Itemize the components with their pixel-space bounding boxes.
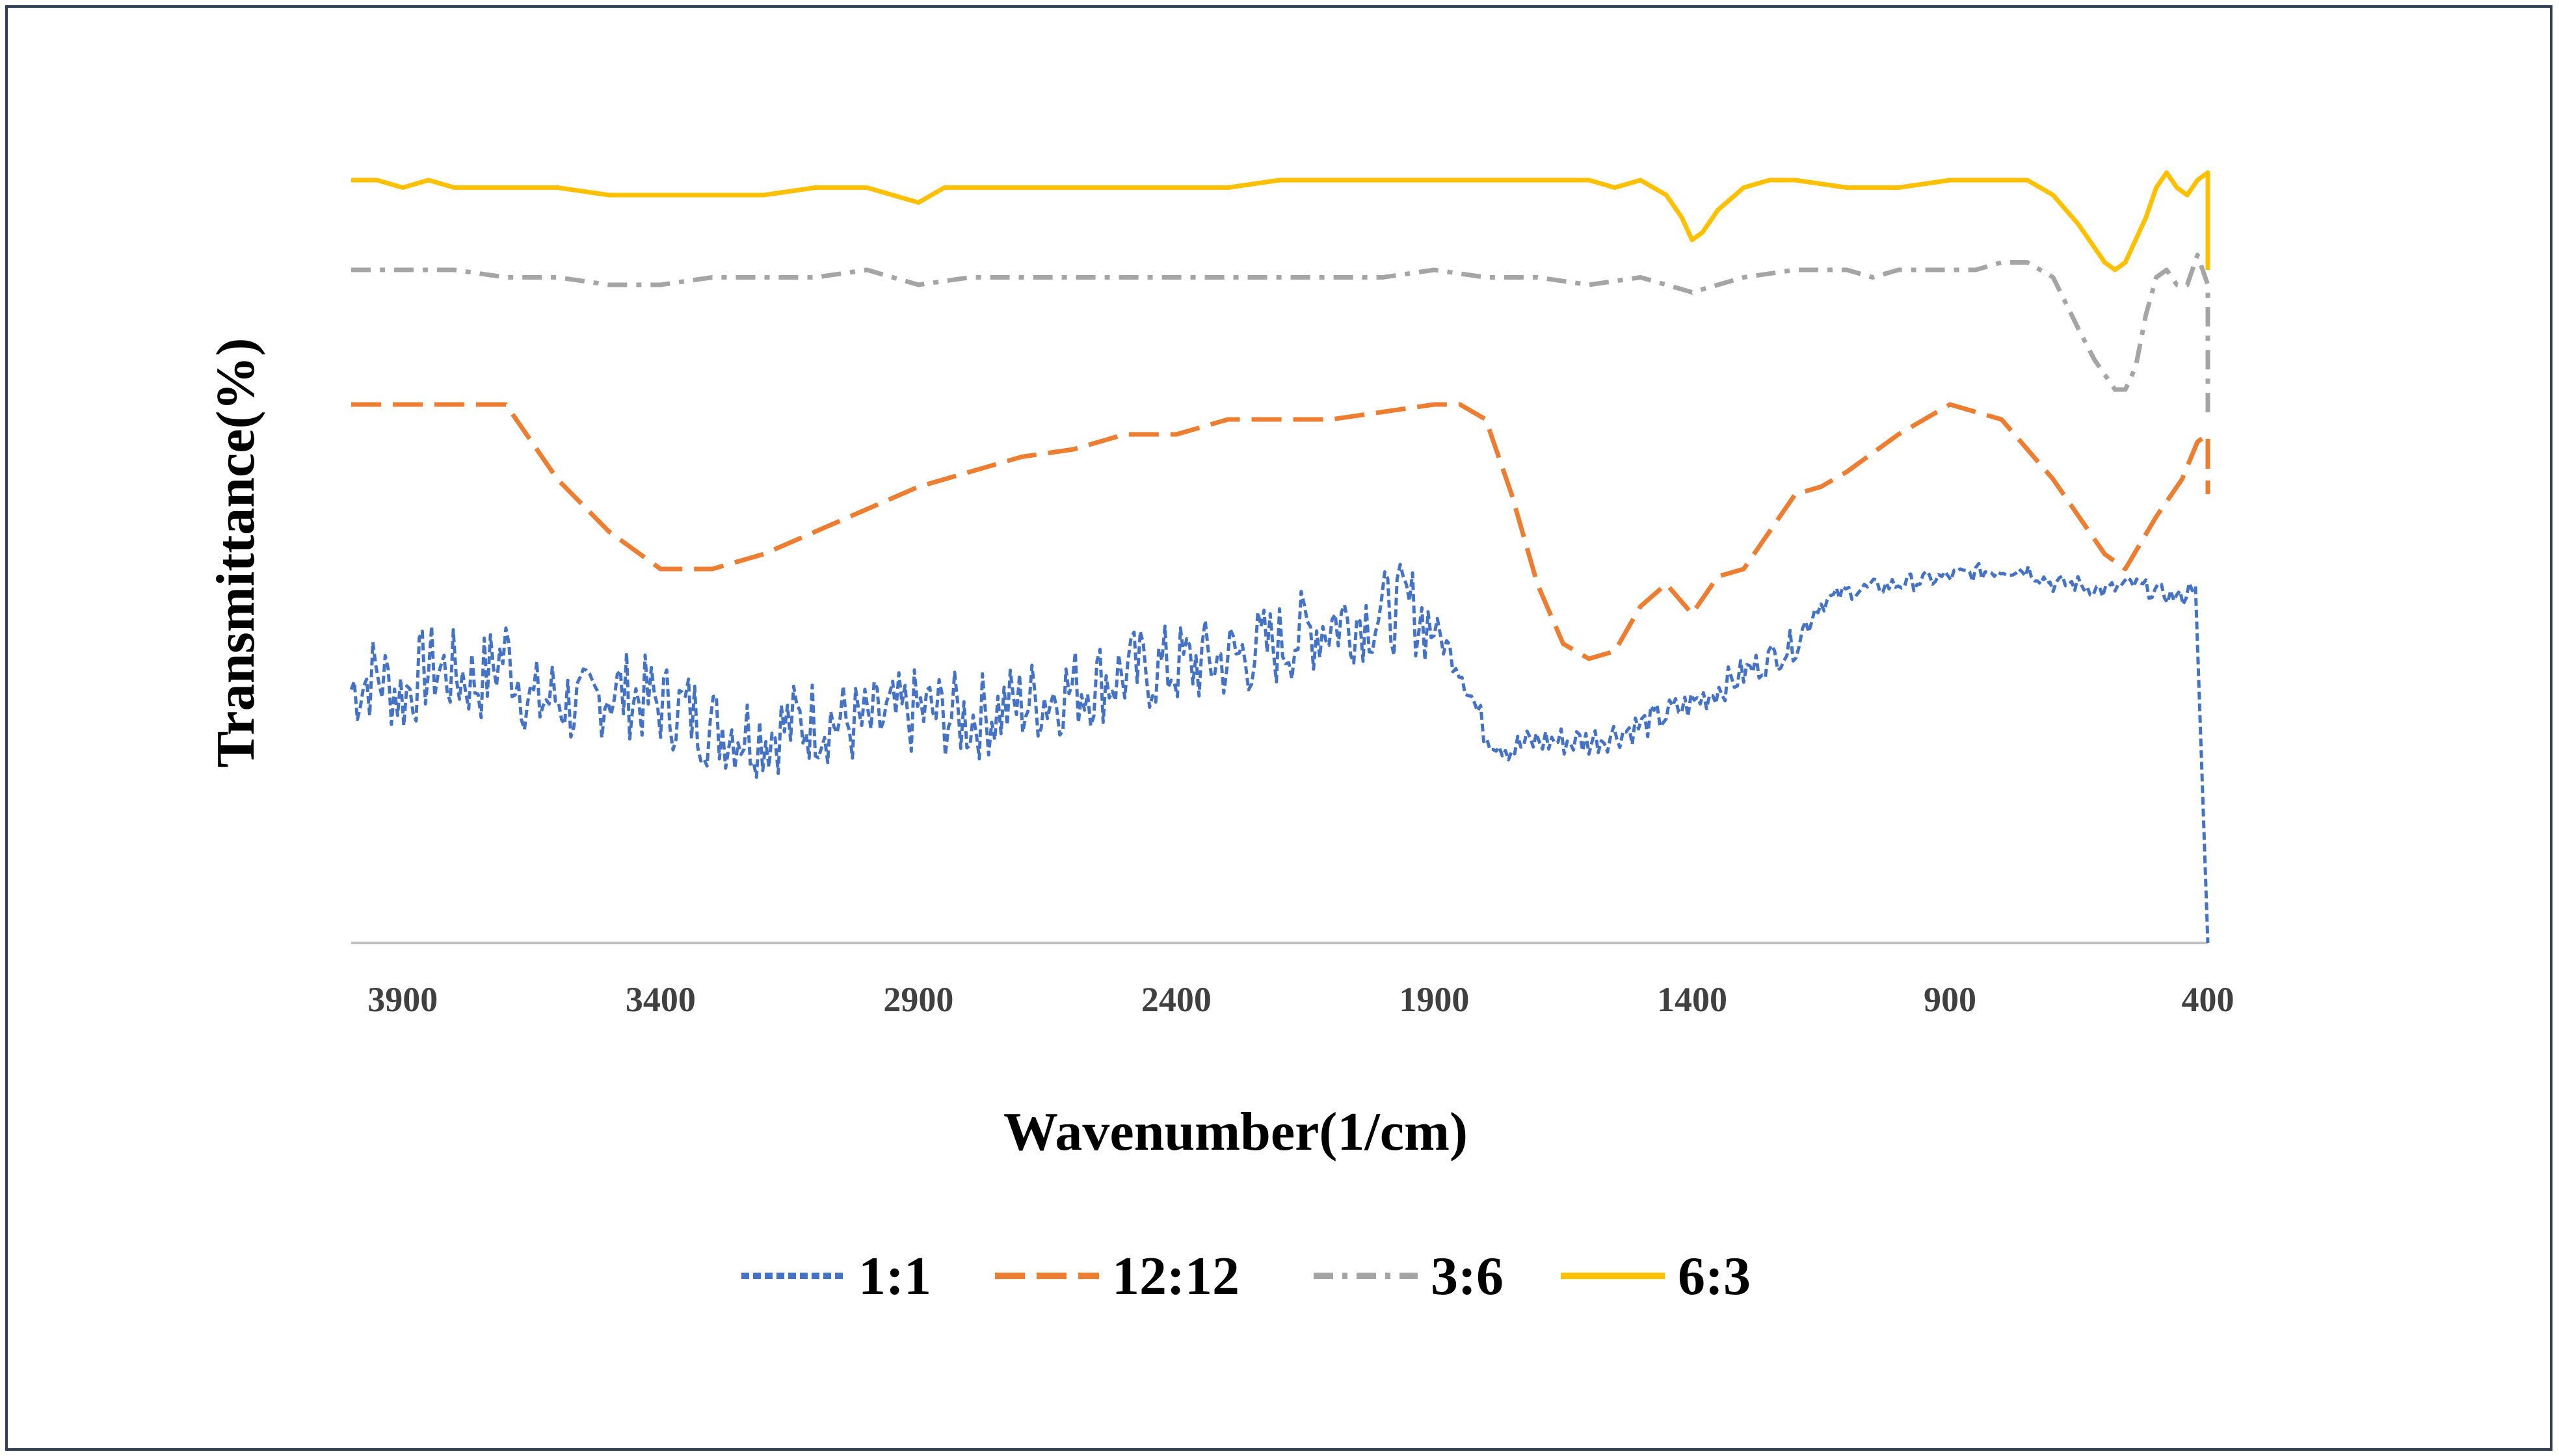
- legend-label: 12:12: [1112, 1246, 1240, 1306]
- y-axis-label: Transmittance(%): [206, 338, 266, 768]
- x-tick-label: 1400: [1657, 980, 1727, 1019]
- x-tick-label: 1900: [1399, 980, 1469, 1019]
- x-tick-label: 3900: [367, 980, 438, 1019]
- legend-item-1-1: 1:1: [741, 1246, 931, 1306]
- legend-item-12-12: 12:12: [995, 1246, 1240, 1306]
- x-tick-label: 900: [1924, 980, 1976, 1019]
- series-line-3-6: [351, 252, 2210, 419]
- legend-item-6-3: 6:3: [1561, 1246, 1751, 1306]
- legend-label: 6:3: [1678, 1246, 1751, 1306]
- x-tick-label: 400: [2182, 980, 2234, 1019]
- x-tick-label: 2400: [1141, 980, 1212, 1019]
- legend-label: 3:6: [1431, 1246, 1504, 1306]
- x-axis-label: Wavenumber(1/cm): [1003, 1102, 1468, 1162]
- chart-frame: [5, 5, 2552, 1451]
- legend-item-3-6: 3:6: [1314, 1246, 1504, 1306]
- series-line-12-12: [351, 402, 2210, 661]
- series-line-1-1: [349, 562, 2210, 944]
- x-tick-label: 3400: [626, 980, 696, 1019]
- series-line-6-3: [351, 170, 2210, 272]
- x-tick-label: 2900: [883, 980, 953, 1019]
- legend-label: 1:1: [858, 1246, 931, 1306]
